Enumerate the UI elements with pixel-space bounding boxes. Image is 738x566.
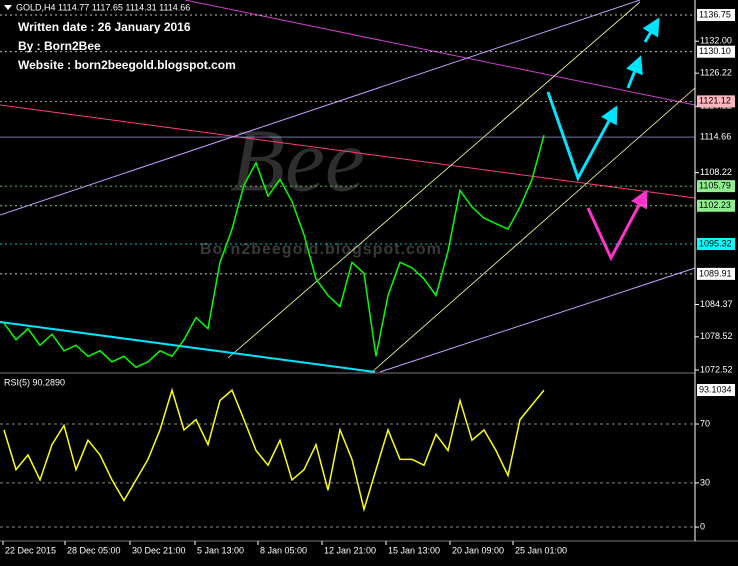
y-tick-label: 0 [700,521,705,531]
level-label: 1136.75 [699,9,731,19]
arrows [546,17,660,262]
last-box [697,384,735,397]
symbol-header: GOLD,H4 1114.77 1117.65 1114.31 1114.66 [16,2,190,12]
note: Written date : 26 January 2016 [18,20,191,34]
x-tick-label: 22 Dec 2015 [5,545,56,555]
trendline [227,1,641,359]
level-box [697,95,735,108]
level-label: 1102.23 [699,200,731,210]
level-label: 1095.32 [699,238,732,248]
y-tick-label: 30 [700,477,710,487]
note: By : Born2Bee [18,39,101,53]
arrow [586,189,648,262]
y-tick-label: 1084.37 [700,299,733,309]
trendline [0,0,641,216]
series-line [3,387,545,513]
trendline [184,0,696,106]
rsi-title: RSI(5) 90.2890 [4,377,65,387]
level-box [697,237,735,250]
watermark-logo: Bee [230,112,365,211]
watermark-text: Born2beegold.blogspot.com [200,241,442,258]
bid-label: 1114.66 [700,131,731,141]
level-box [697,180,735,193]
arrow [626,55,643,89]
x-tick-label: 28 Dec 05:00 [67,545,121,555]
x-tick-label: 8 Jan 05:00 [260,545,307,555]
level-label: 1121.12 [699,96,731,106]
x-tick-label: 5 Jan 13:00 [197,545,244,555]
level-box [697,45,735,58]
x-tick-label: 20 Jan 09:00 [452,545,504,555]
level-label: 1105.79 [699,180,731,190]
x-tick-label: 12 Jan 21:00 [324,545,376,555]
level-box [697,199,735,212]
trendline [379,267,696,373]
arrow [642,17,660,43]
note: Website : born2beegold.blogspot.com [18,58,236,72]
trendline [0,104,696,199]
trendline [371,87,696,373]
x-tick-label: 15 Jan 13:00 [388,545,440,555]
level-label: 1130.10 [699,46,731,56]
y-tick-label: 1072.52 [700,364,733,374]
y-tick-label: 1108.22 [700,167,732,177]
y-tick-label: 70 [700,418,710,428]
last-label: 93.1034 [699,384,732,394]
y-tick-label: 1078.52 [700,331,733,341]
trendline [0,321,376,373]
menu-triangle [4,5,12,10]
level-box [697,8,735,21]
level-box [697,267,735,280]
y-tick-label: 1132.00 [700,36,732,46]
trendlines [0,0,696,373]
series-line [3,135,545,369]
arrow [546,91,618,182]
y-tick-label: 1126.22 [700,68,732,78]
x-tick-label: 25 Jan 01:00 [515,545,567,555]
x-tick-label: 30 Dec 21:00 [132,545,186,555]
level-label: 1089.91 [699,268,732,278]
